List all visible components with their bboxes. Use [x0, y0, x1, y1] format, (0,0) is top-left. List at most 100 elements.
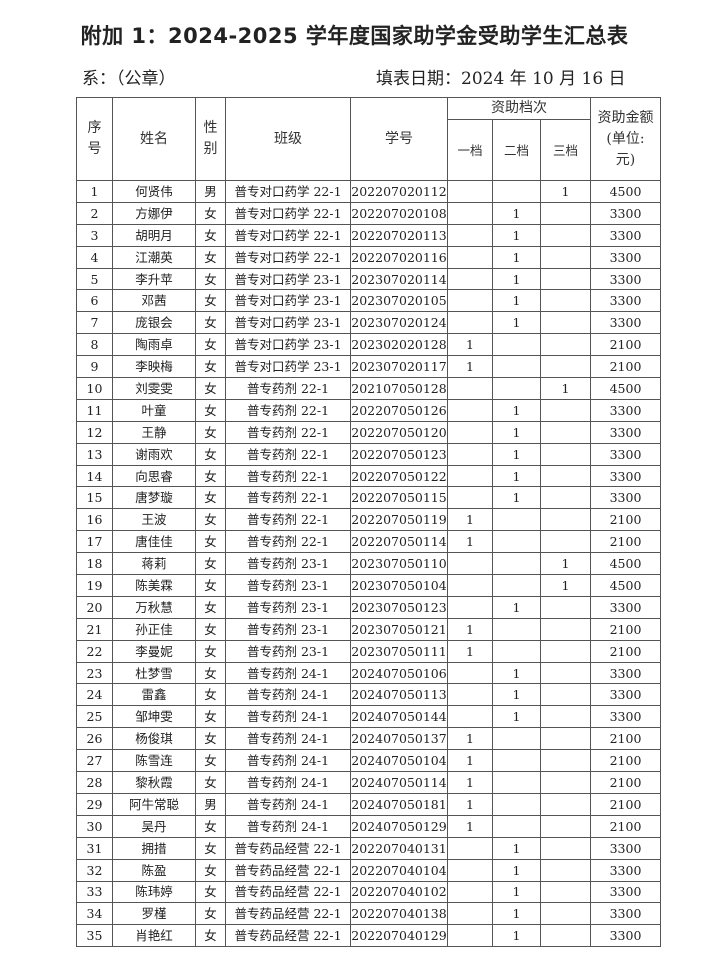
cell-seq: 1 [76, 180, 113, 203]
cell-name: 孙正佳 [112, 617, 196, 641]
cell-name: 黎秋霞 [112, 771, 196, 794]
cell-student-id: 202107050128 [350, 377, 448, 400]
cell-level3 [540, 464, 591, 488]
cell-level3 [540, 749, 591, 773]
cell-level3 [540, 683, 591, 707]
cell-seq: 6 [76, 289, 113, 313]
cell-level2: 1 [492, 267, 541, 291]
cell-amount: 3300 [590, 902, 661, 926]
cell-name: 胡明月 [112, 223, 196, 247]
cell-amount: 3300 [590, 398, 661, 422]
table-row: 35 肖艳红女普专药品经营 22-1 202207040129 1 3300 [76, 924, 661, 948]
cell-level3 [540, 311, 591, 335]
cell-level1: 1 [447, 749, 493, 773]
cell-level3 [540, 442, 591, 466]
cell-gender: 女 [195, 245, 226, 269]
cell-seq: 24 [76, 683, 113, 707]
header-level-group: 资助档次 [447, 97, 591, 120]
cell-amount: 3300 [590, 880, 661, 904]
cell-level1: 1 [447, 814, 493, 838]
cell-gender: 女 [195, 398, 226, 422]
cell-level1 [447, 442, 493, 466]
cell-level2: 1 [492, 902, 541, 926]
cell-name: 拥措 [112, 836, 196, 860]
cell-seq: 35 [76, 924, 113, 948]
cell-amount: 4500 [590, 180, 661, 203]
cell-gender: 女 [195, 595, 226, 619]
cell-gender: 男 [195, 180, 226, 203]
cell-name: 王静 [112, 420, 196, 444]
header-level3: 三档 [540, 119, 591, 181]
cell-name: 陈玮婷 [112, 880, 196, 904]
cell-level3 [540, 792, 591, 816]
cell-level2: 1 [492, 880, 541, 904]
cell-name: 杜梦雪 [112, 661, 196, 685]
table-row: 29 阿牛常聪男普专药剂 24-1 202407050181 1 2100 [76, 792, 661, 816]
cell-name: 杨俊琪 [112, 727, 196, 751]
cell-gender: 女 [195, 814, 226, 838]
cell-level3 [540, 924, 591, 948]
cell-student-id: 202307050110 [350, 552, 448, 576]
cell-seq: 9 [76, 355, 113, 379]
cell-student-id: 202307050104 [350, 574, 448, 597]
fill-date: 填表日期：2024 年 10 月 16 日 [376, 69, 626, 89]
cell-level3 [540, 771, 591, 794]
cell-gender: 女 [195, 639, 226, 663]
cell-level3 [540, 880, 591, 904]
cell-level3 [540, 705, 591, 729]
cell-name: 李升苹 [112, 267, 196, 291]
table-row: 16 王波女普专药剂 22-1 202207050119 1 2100 [76, 508, 661, 532]
cell-amount: 4500 [590, 377, 661, 400]
cell-level2: 1 [492, 486, 541, 510]
header-level2: 二档 [492, 119, 541, 181]
cell-student-id: 202307020117 [350, 355, 448, 379]
cell-level1 [447, 486, 493, 510]
cell-student-id: 202207050123 [350, 442, 448, 466]
cell-level3 [540, 661, 591, 685]
table-row: 8 陶雨卓女普专对口药学 23-1 202302020128 1 2100 [76, 333, 661, 357]
cell-student-id: 202207020113 [350, 223, 448, 247]
header-amount: 资助金额(单位:元) [590, 97, 661, 181]
table-row: 32 陈盈女普专药品经营 22-1 202207040104 1 3300 [76, 858, 661, 882]
table-row: 34 罗槿女普专药品经营 22-1 202207040138 1 3300 [76, 902, 661, 926]
cell-level2: 1 [492, 464, 541, 488]
table-row: 5 李升苹女普专对口药学 23-1 202307020114 1 3300 [76, 267, 661, 291]
cell-level1 [447, 267, 493, 291]
cell-amount: 2100 [590, 639, 661, 663]
cell-seq: 11 [76, 398, 113, 422]
cell-level1 [447, 836, 493, 860]
cell-amount: 3300 [590, 201, 661, 225]
cell-class: 普专药品经营 22-1 [225, 924, 351, 948]
cell-level2: 1 [492, 858, 541, 882]
cell-name: 陈雪连 [112, 749, 196, 773]
table-row: 12 王静女普专药剂 22-1 202207050120 1 3300 [76, 420, 661, 444]
cell-level3 [540, 420, 591, 444]
cell-level3 [540, 355, 591, 379]
cell-level3 [540, 398, 591, 422]
cell-level1 [447, 705, 493, 729]
cell-gender: 女 [195, 574, 226, 597]
cell-class: 普专药剂 22-1 [225, 442, 351, 466]
cell-level1: 1 [447, 771, 493, 794]
cell-student-id: 202207020108 [350, 201, 448, 225]
cell-student-id: 202207050122 [350, 464, 448, 488]
cell-name: 邓茜 [112, 289, 196, 313]
cell-gender: 女 [195, 289, 226, 313]
table-row: 6 邓茜女普专对口药学 23-1 202307020105 1 3300 [76, 289, 661, 313]
cell-level1 [447, 661, 493, 685]
cell-seq: 26 [76, 727, 113, 751]
cell-name: 江潮英 [112, 245, 196, 269]
cell-level1: 1 [447, 639, 493, 663]
cell-amount: 4500 [590, 552, 661, 576]
cell-gender: 女 [195, 727, 226, 751]
cell-amount: 2100 [590, 814, 661, 838]
cell-class: 普专药剂 24-1 [225, 814, 351, 838]
cell-amount: 2100 [590, 508, 661, 532]
cell-level3 [540, 223, 591, 247]
cell-level1 [447, 223, 493, 247]
cell-level3: 1 [540, 180, 591, 203]
table-row: 33 陈玮婷女普专药品经营 22-1 202207040102 1 3300 [76, 880, 661, 904]
cell-level3 [540, 902, 591, 926]
cell-class: 普专对口药学 23-1 [225, 333, 351, 357]
cell-student-id: 202307050123 [350, 595, 448, 619]
